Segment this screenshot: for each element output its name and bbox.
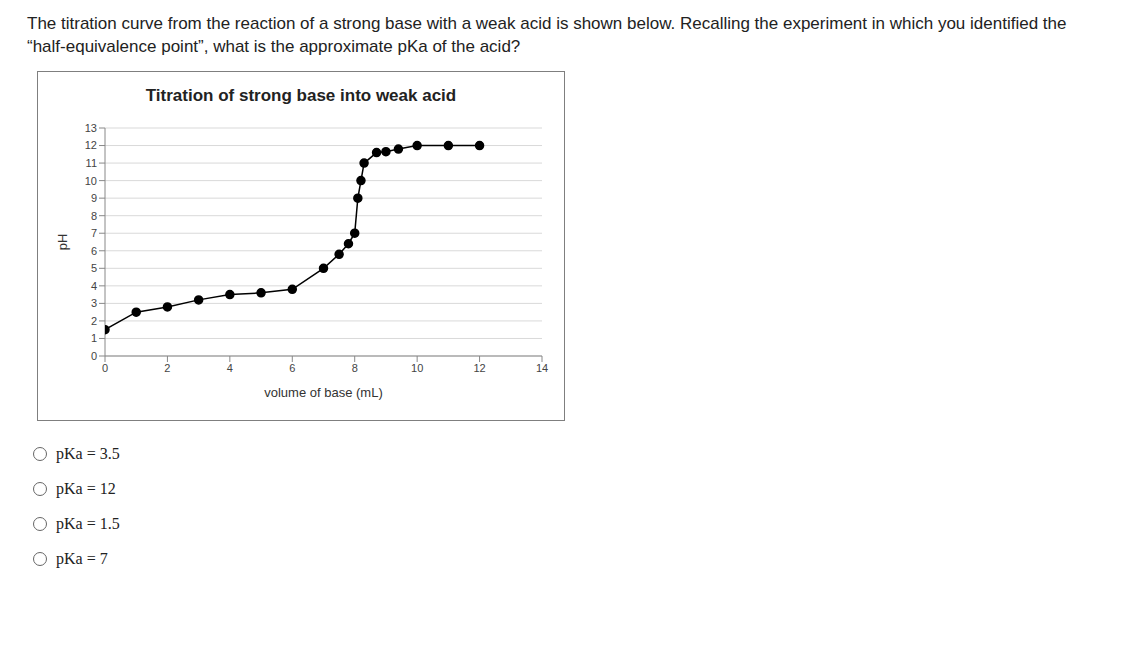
svg-text:7: 7	[91, 227, 97, 239]
svg-text:3: 3	[91, 297, 97, 309]
svg-text:11: 11	[86, 157, 97, 169]
svg-text:12: 12	[85, 139, 97, 151]
svg-text:2: 2	[91, 315, 97, 327]
svg-text:4: 4	[227, 362, 233, 374]
svg-text:12: 12	[473, 362, 485, 374]
svg-text:6: 6	[91, 245, 97, 257]
svg-text:0: 0	[91, 350, 97, 362]
html-text:pKa = 7: pKa = 7	[56, 550, 108, 567]
svg-text:1: 1	[91, 332, 97, 344]
svg-text:4: 4	[91, 280, 97, 292]
html-text:pKa = 3.5: pKa = 3.5	[56, 445, 120, 462]
svg-text:0: 0	[102, 362, 108, 374]
svg-text:10: 10	[85, 175, 97, 187]
svg-text:10: 10	[411, 362, 423, 374]
html-text:The titration curve from the r: The titration curve from the reaction of…	[27, 14, 1067, 56]
html-text:pKa = 12: pKa = 12	[56, 480, 116, 497]
svg-text:6: 6	[289, 362, 295, 374]
svg-text:5: 5	[91, 262, 97, 274]
svg-text:2: 2	[164, 362, 170, 374]
html-text:pKa = 1.5: pKa = 1.5	[56, 515, 120, 532]
svg-text:8: 8	[91, 210, 97, 222]
svg-text:13: 13	[85, 122, 97, 134]
html-text:Titration of strong base into: Titration of strong base into weak acid	[145, 86, 457, 105]
svg-text:8: 8	[352, 362, 358, 374]
svg-text:pH: pH	[55, 234, 70, 251]
svg-text:14: 14	[536, 362, 548, 374]
svg-text:9: 9	[91, 192, 97, 204]
svg-text:volume of base (mL): volume of base (mL)	[264, 385, 383, 400]
